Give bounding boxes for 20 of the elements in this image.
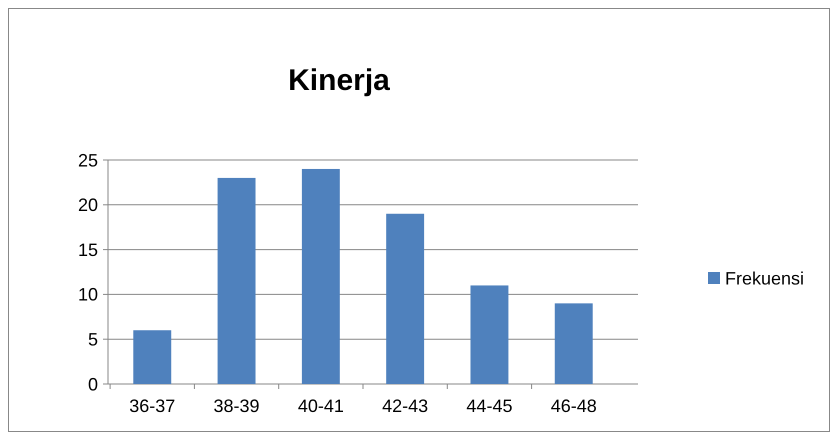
y-tick-label: 20: [78, 195, 98, 216]
x-tick-label: 40-41: [298, 396, 344, 416]
y-tick-label: 10: [78, 284, 98, 305]
x-tick-label: 38-39: [214, 396, 260, 416]
legend-label: Frekuensi: [725, 268, 804, 288]
chart-title: Kinerja: [288, 64, 390, 97]
bar: [386, 214, 424, 384]
y-tick-label: 0: [88, 374, 98, 394]
y-tick-label: 15: [78, 240, 98, 260]
bar: [133, 330, 172, 384]
x-tick-label: 36-37: [129, 396, 176, 416]
x-tick-label: 42-43: [382, 396, 428, 416]
bar: [554, 303, 593, 384]
x-tick-label: 46-48: [550, 396, 597, 416]
bar: [302, 168, 340, 384]
bar: [218, 178, 256, 384]
bar: [470, 285, 508, 384]
y-tick-label: 25: [78, 150, 98, 170]
y-tick-label: 5: [88, 330, 98, 350]
x-tick-label: 44-45: [466, 396, 512, 416]
